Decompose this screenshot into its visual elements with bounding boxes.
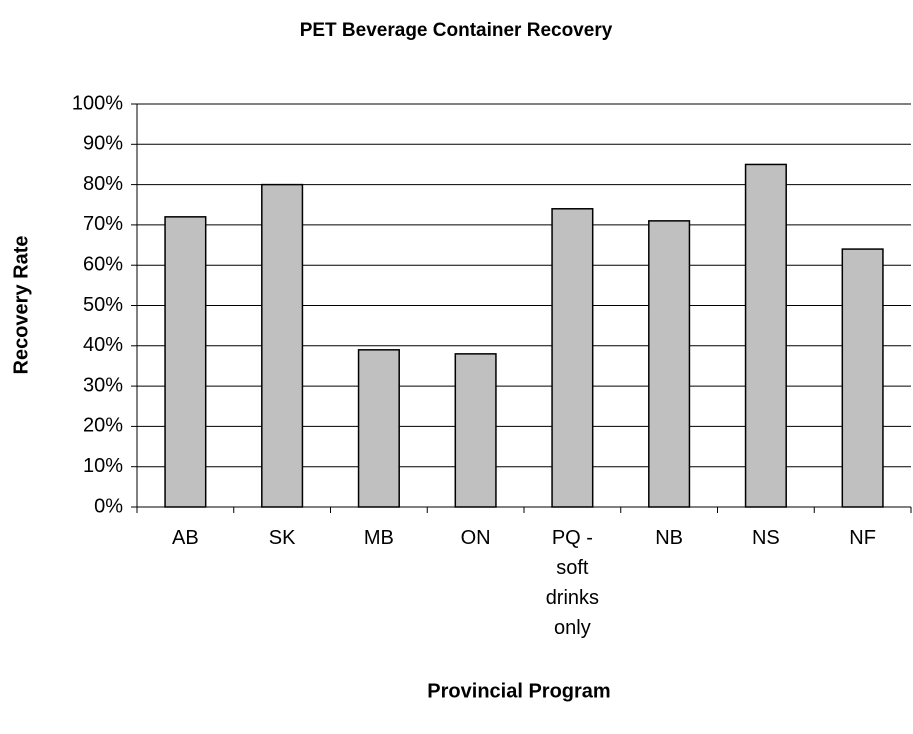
chart-title: PET Beverage Container Recovery: [300, 20, 613, 41]
x-tick-label-box: NB: [655, 527, 684, 549]
x-tick-label: SK: [268, 527, 296, 549]
x-tick-label: PQ - soft drinks only: [545, 527, 600, 639]
x-tick-label: NS: [751, 527, 780, 549]
bar: [357, 349, 400, 508]
x-tick-label-box: ON: [460, 527, 491, 549]
x-tick-label: NB: [655, 527, 684, 549]
y-tick-label: 10%: [83, 455, 123, 477]
y-tick-label: 100%: [72, 92, 123, 114]
bar: [454, 353, 497, 508]
bar: [648, 220, 691, 508]
y-tick-label: 30%: [83, 374, 123, 396]
y-axis-label: Recovery Rate: [10, 236, 32, 375]
x-tick-label-box: PQ - soft drinks only: [545, 527, 600, 639]
x-tick-label-box: NS: [751, 527, 780, 549]
y-tick-label: 20%: [83, 415, 123, 437]
x-tick-label-box: AB: [172, 527, 199, 549]
bar: [261, 183, 304, 508]
bar: [551, 208, 594, 508]
x-tick-label-box: NF: [849, 527, 876, 549]
x-tick-label-box: MB: [363, 527, 394, 549]
y-tick-label: 90%: [83, 133, 123, 155]
y-tick-label: 60%: [83, 253, 123, 275]
y-tick-label: 40%: [83, 334, 123, 356]
y-tick-label: 50%: [83, 294, 123, 316]
x-tick-label: AB: [172, 527, 199, 549]
x-axis-label: Provincial Program: [427, 680, 610, 702]
bar: [164, 216, 207, 508]
y-tick-label: 0%: [94, 495, 123, 517]
x-tick-label: ON: [460, 527, 491, 549]
x-tick-label: MB: [363, 527, 394, 549]
bar: [744, 163, 787, 508]
bar: [841, 248, 884, 508]
x-tick-label: NF: [849, 527, 876, 549]
x-tick-label-box: SK: [268, 527, 296, 549]
y-tick-label: 70%: [83, 213, 123, 235]
y-tick-label: 80%: [83, 173, 123, 195]
